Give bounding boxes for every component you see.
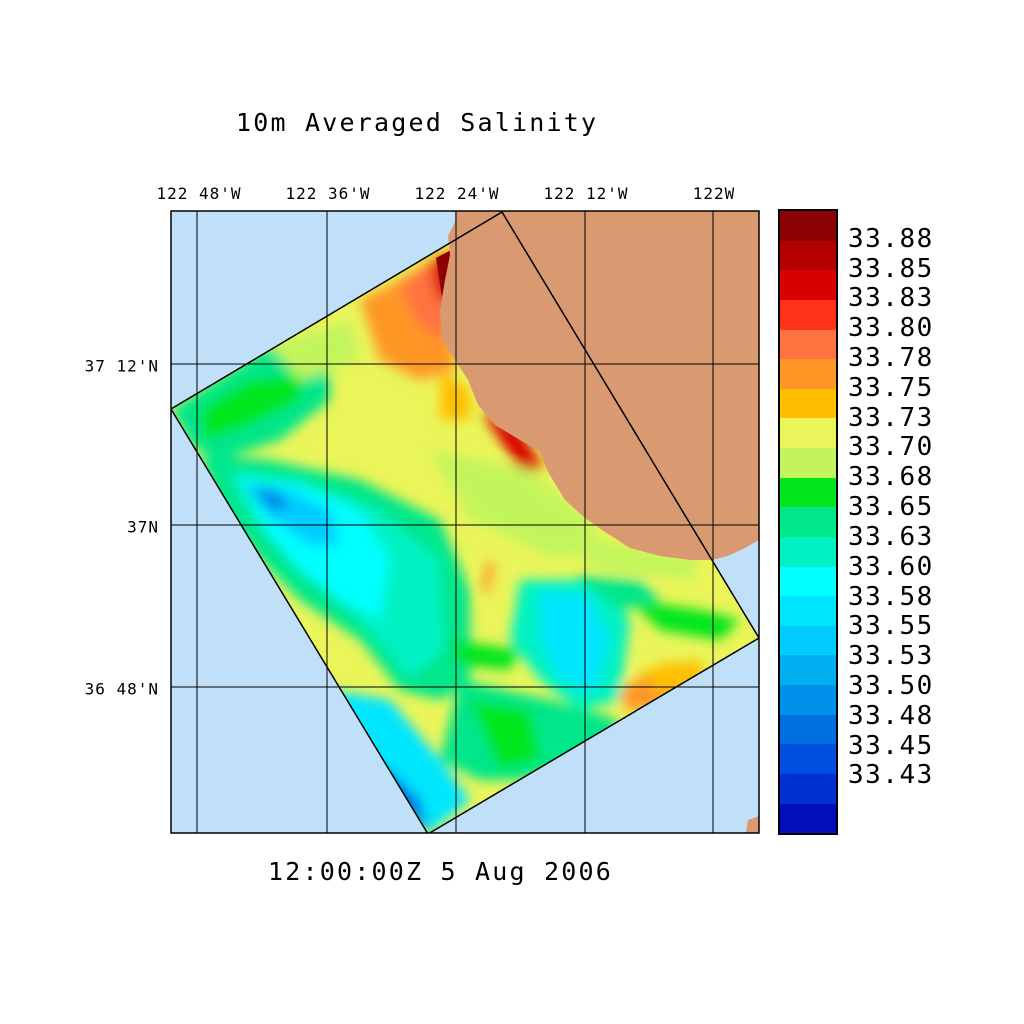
map-frame	[170, 210, 760, 834]
colorbar-label: 33.55	[848, 611, 934, 642]
lon-tick-label: 122 48'W	[156, 184, 242, 203]
colorbar-swatch	[780, 507, 836, 537]
colorbar-swatch	[780, 655, 836, 685]
colorbar-swatch	[780, 418, 836, 448]
colorbar-swatch	[780, 211, 836, 241]
colorbar-label: 33.73	[848, 402, 934, 433]
colorbar-label: 33.68	[848, 462, 934, 493]
colorbar-label: 33.65	[848, 492, 934, 523]
colorbar-label: 33.60	[848, 551, 934, 582]
colorbar-swatch	[780, 744, 836, 774]
map-title: 10m Averaged Salinity	[236, 108, 599, 137]
colorbar-swatch	[780, 685, 836, 715]
colorbar-swatch	[780, 773, 836, 804]
valid-time-label: 12:00:00Z 5 Aug 2006	[268, 857, 614, 886]
colorbar-swatch	[780, 625, 836, 656]
lon-tick-label: 122W	[692, 184, 736, 203]
colorbar-label: 33.45	[848, 730, 934, 761]
colorbar-label: 33.78	[848, 343, 934, 374]
colorbar-label: 33.70	[848, 432, 934, 463]
colorbar-swatch	[780, 240, 836, 271]
colorbar-label: 33.88	[848, 223, 934, 254]
model-domain-outline	[171, 211, 759, 833]
colorbar-label: 33.75	[848, 372, 934, 403]
colorbar-swatch	[780, 803, 836, 834]
lat-tick-label: 37 12'N	[84, 356, 159, 376]
graticule	[171, 211, 759, 833]
colorbar-swatch	[780, 359, 836, 389]
colorbar-label: 33.43	[848, 760, 934, 791]
colorbar-swatch	[780, 388, 836, 419]
salinity-colorbar	[778, 209, 838, 835]
colorbar-swatch	[780, 448, 836, 478]
colorbar-label: 33.48	[848, 700, 934, 731]
lon-tick-label: 122 24'W	[414, 184, 500, 203]
land-fragment-south	[746, 816, 759, 833]
colorbar-swatch	[780, 477, 836, 508]
colorbar-swatch	[780, 714, 836, 745]
colorbar-swatch	[780, 566, 836, 597]
lon-tick-label: 122 36'W	[285, 184, 371, 203]
colorbar-swatch	[780, 536, 836, 567]
colorbar-label: 33.53	[848, 641, 934, 672]
colorbar-label: 33.85	[848, 253, 934, 284]
colorbar-swatch	[780, 270, 836, 300]
land-mass	[440, 211, 759, 560]
colorbar-label: 33.58	[848, 581, 934, 612]
salinity-field	[171, 212, 759, 833]
colorbar-swatch	[780, 299, 836, 330]
lat-tick-label: 37N	[127, 517, 159, 537]
colorbar-label: 33.83	[848, 283, 934, 314]
colorbar-label: 33.80	[848, 313, 934, 344]
colorbar-label: 33.50	[848, 670, 934, 701]
lat-tick-label: 36 48'N	[84, 679, 159, 699]
lon-tick-label: 122 12'W	[543, 184, 629, 203]
colorbar-swatch	[780, 329, 836, 360]
colorbar-label: 33.63	[848, 521, 934, 552]
colorbar-swatch	[780, 596, 836, 626]
